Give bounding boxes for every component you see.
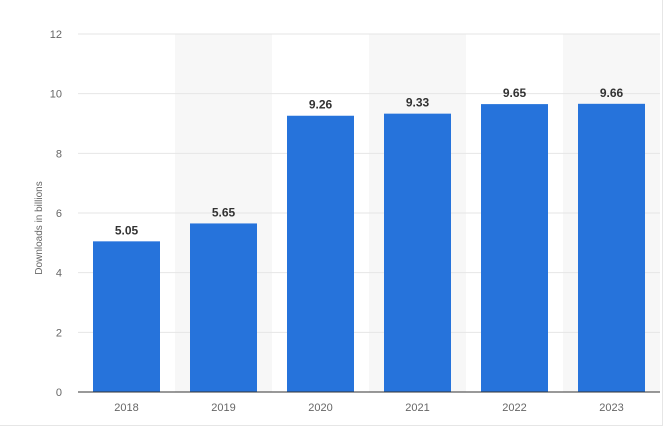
bar-2022 [481,104,548,392]
data-label: 5.05 [115,223,139,237]
y-tick-label: 12 [50,29,62,41]
bar-2019 [190,223,257,392]
x-tick-label: 2020 [308,402,332,414]
data-label: 9.26 [309,98,333,112]
gridlines [78,33,660,333]
x-tick-label: 2018 [114,402,138,414]
y-tick-label: 0 [56,387,62,399]
data-labels: 5.05 5.65 9.26 9.33 9.65 9.66 [115,86,624,238]
bar-2020 [287,115,354,392]
y-axis-ticks: 0 2 4 6 8 10 12 [50,29,62,399]
x-tick-label: 2019 [211,402,235,414]
y-tick-label: 2 [56,327,62,339]
x-axis-ticks: 2018 2019 2020 2021 2022 2023 [114,402,623,414]
bar-2023 [578,103,645,392]
y-tick-label: 4 [56,268,62,280]
data-label: 9.66 [600,86,624,100]
data-label: 9.65 [503,86,527,100]
y-tick-label: 10 [50,89,62,101]
x-tick-label: 2021 [405,402,429,414]
data-label: 5.65 [212,205,236,219]
bar-2021 [384,113,451,392]
y-tick-label: 8 [56,148,62,160]
y-tick-label: 6 [56,208,62,220]
data-label: 9.33 [406,96,430,110]
y-axis-title: Downloads in billions [34,181,45,274]
bars [93,103,645,392]
bar-2018 [93,241,160,392]
x-tick-label: 2022 [502,402,526,414]
x-tick-label: 2023 [599,402,623,414]
